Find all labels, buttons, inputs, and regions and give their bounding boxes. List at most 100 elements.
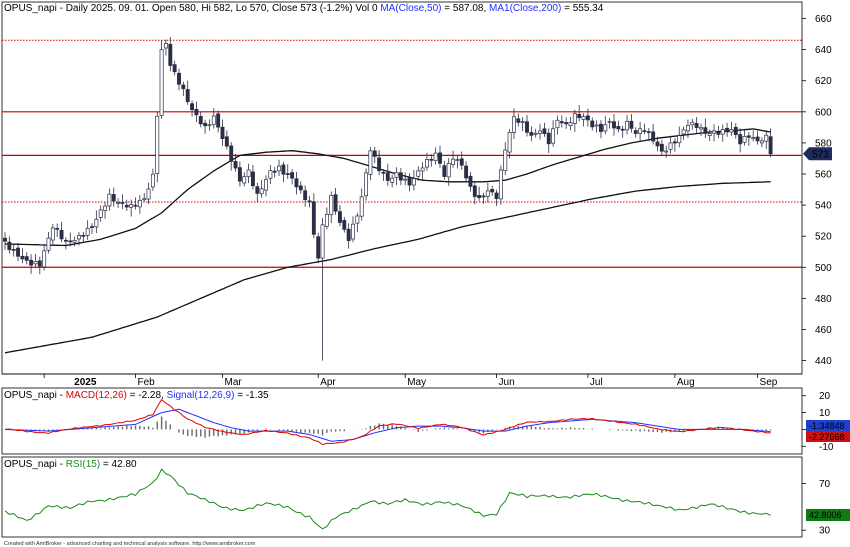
candle-up — [368, 150, 373, 175]
candle-down — [29, 259, 34, 266]
month-label: Sep — [760, 377, 778, 388]
candle-down — [577, 113, 582, 118]
candle-up — [581, 116, 586, 120]
candle-down — [703, 127, 708, 134]
candle-down — [733, 126, 738, 135]
candle-down — [198, 116, 203, 125]
candle-down — [346, 228, 351, 241]
macd-tick-label: 20 — [819, 391, 831, 402]
candle-up — [146, 188, 151, 200]
candle-down — [716, 131, 721, 135]
candle-up — [594, 124, 599, 127]
candle-up — [446, 163, 451, 178]
macd-legend: MACD(12,26) — [66, 390, 127, 401]
candle-up — [355, 215, 360, 224]
price-tick-label: 540 — [815, 201, 832, 212]
candle-down — [203, 122, 208, 127]
rsi-value: = 42.80 — [100, 459, 137, 470]
macd-line — [4, 398, 771, 446]
candle-down — [272, 170, 277, 173]
price-tick-label: 640 — [815, 45, 832, 56]
candle-down — [494, 192, 499, 199]
candle-down — [311, 201, 316, 235]
last-price-tag: 573 — [803, 147, 832, 161]
signal-last-label: -2.27668 — [809, 432, 845, 442]
rsi-value-tag: 42.8006 — [806, 509, 850, 521]
rsi-tick-label: 30 — [819, 526, 831, 537]
candle-down — [333, 194, 338, 212]
candle-up — [720, 129, 725, 135]
candle-up — [42, 250, 47, 268]
candle-down — [316, 236, 321, 259]
ma200-path — [4, 181, 771, 354]
price-candles — [3, 37, 773, 361]
amibroker-credit: Created with AmiBroker - advanced charti… — [4, 541, 256, 547]
candle-down — [237, 167, 242, 182]
candle-down — [124, 204, 129, 208]
candle-up — [359, 196, 364, 217]
candle-down — [55, 228, 60, 230]
candle-down — [398, 172, 403, 181]
candle-down — [3, 237, 7, 242]
signal-path — [4, 408, 771, 442]
candle-down — [564, 122, 569, 125]
macd-path — [4, 398, 771, 446]
candle-up — [503, 149, 508, 172]
month-label: May — [407, 377, 426, 388]
candle-down — [525, 121, 529, 133]
candle-up — [729, 129, 734, 133]
month-label: 2025 — [74, 377, 97, 388]
candle-up — [712, 130, 717, 134]
candle-down — [81, 234, 86, 237]
candle-up — [533, 132, 538, 135]
candle-down — [342, 219, 347, 230]
macd-tick-label: -10 — [819, 442, 834, 453]
rsi-last-label: 42.8006 — [809, 510, 842, 520]
candle-down — [746, 135, 751, 138]
candle-down — [755, 136, 760, 142]
candle-up — [98, 209, 103, 218]
candle-down — [616, 126, 621, 130]
candle-down — [307, 200, 312, 203]
candle-up — [129, 204, 134, 208]
candle-down — [672, 141, 677, 144]
candle-up — [159, 49, 164, 116]
candle-down — [459, 158, 464, 166]
candle-down — [24, 256, 29, 261]
candle-down — [659, 143, 664, 152]
ma200-value: = 555.34 — [561, 3, 603, 14]
candle-up — [85, 227, 90, 236]
candle-up — [103, 205, 107, 211]
candle-up — [759, 140, 764, 144]
price-tick-label: 440 — [815, 356, 832, 367]
candle-down — [464, 165, 469, 179]
candle-up — [211, 115, 216, 125]
candle-up — [681, 129, 686, 135]
candle-up — [76, 235, 81, 240]
candle-up — [742, 136, 747, 143]
candle-down — [633, 130, 638, 134]
candle-down — [385, 172, 390, 181]
candle-up — [329, 194, 334, 215]
candle-up — [403, 178, 408, 181]
date-axis: 2025 Feb Mar Apr May Jun Jul Aug Sep — [2, 373, 802, 388]
candle-up — [433, 152, 438, 162]
candle-down — [255, 186, 260, 194]
month-label: Aug — [677, 377, 695, 388]
price-tick-label: 520 — [815, 232, 832, 243]
candle-up — [451, 158, 456, 165]
candle-up — [142, 198, 147, 201]
candle-down — [629, 120, 634, 129]
rsi-line — [4, 468, 771, 530]
candle-up — [572, 113, 577, 124]
candle-up — [277, 165, 282, 172]
candle-up — [246, 169, 251, 177]
candle-down — [37, 260, 42, 267]
candle-down — [251, 171, 255, 187]
candle-down — [655, 141, 660, 147]
candle-down — [646, 131, 651, 133]
candle-up — [164, 43, 168, 49]
macd-header: OPUS_napi - MACD(12,26) = -2.28, Signal(… — [4, 390, 269, 401]
candle-down — [481, 195, 486, 198]
rsi-tick-label: 70 — [819, 479, 831, 490]
